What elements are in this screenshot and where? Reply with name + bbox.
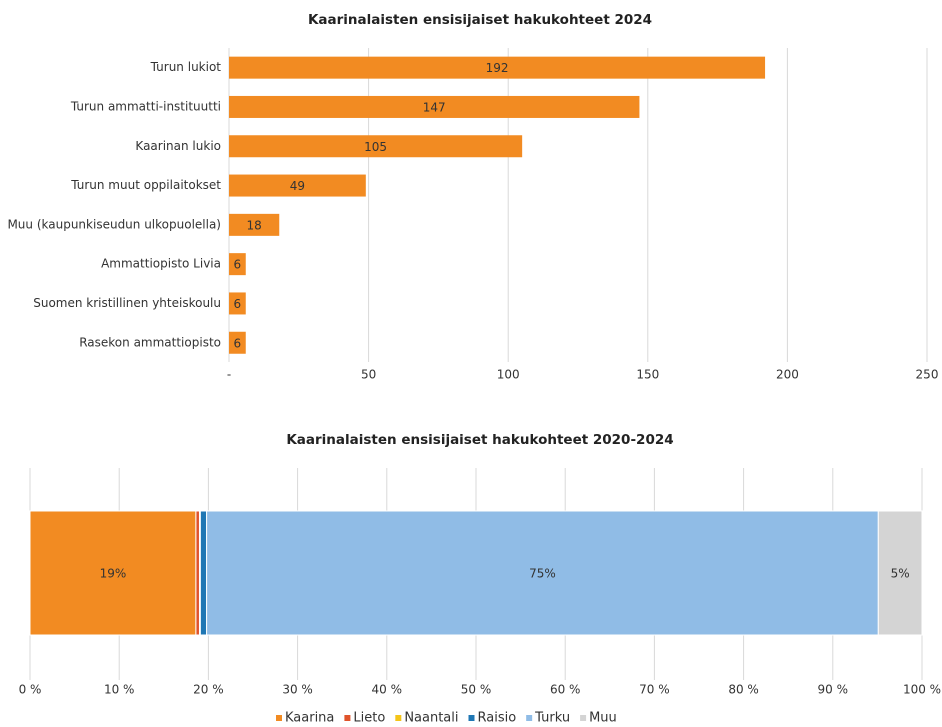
bar-segment (195, 510, 200, 636)
x-tick-label: 100 (497, 368, 520, 382)
data-label: 6 (234, 258, 242, 272)
data-label: 5% (891, 567, 910, 581)
x-tick-label: 90 % (818, 683, 849, 697)
y-tick-label: Suomen kristillinen yhteiskoulu (33, 296, 221, 310)
bar (229, 56, 766, 79)
x-tick-label: 70 % (639, 683, 670, 697)
bar (229, 174, 366, 197)
y-tick-label: Turun ammatti-instituutti (70, 99, 221, 113)
x-tick-label: 50 (361, 368, 376, 382)
x-tick-label: 80 % (728, 683, 759, 697)
legend-swatch (526, 715, 533, 721)
x-tick-label: 250 (916, 368, 939, 382)
chart-title: Kaarinalaisten ensisijaiset hakukohteet … (286, 432, 673, 448)
data-label: 75% (529, 567, 556, 581)
bar (229, 95, 640, 118)
y-tick-label: Ammattiopisto Livia (101, 257, 221, 271)
legend-swatch (468, 715, 475, 721)
x-tick-label: 100 % (903, 683, 941, 697)
y-tick-label: Rasekon ammattiopisto (79, 335, 221, 349)
bar-segment (877, 510, 923, 636)
bar (229, 135, 523, 158)
legend-label: Raisio (478, 711, 517, 726)
bar (229, 292, 246, 315)
legend-label: Naantali (404, 711, 458, 726)
x-tick-label: 20 % (193, 683, 224, 697)
legend-label: Muu (589, 711, 617, 726)
bar (229, 331, 246, 354)
data-label: 18 (246, 218, 261, 232)
legend-swatch (395, 715, 402, 721)
legend-swatch (580, 715, 587, 721)
y-tick-label: Turun lukiot (150, 60, 222, 74)
data-label: 105 (364, 140, 387, 154)
y-tick-label: Muu (kaupunkiseudun ulkopuolella) (7, 217, 221, 231)
data-label: 19% (100, 567, 127, 581)
data-label: 192 (486, 61, 509, 75)
x-tick-label: 200 (776, 368, 799, 382)
y-tick-label: Turun muut oppilaitokset (70, 178, 221, 192)
legend-swatch (344, 715, 351, 721)
x-tick-label: - (227, 368, 231, 382)
x-tick-label: 150 (636, 368, 659, 382)
data-label: 6 (234, 336, 242, 350)
y-tick-label: Kaarinan lukio (135, 139, 221, 153)
data-label: 49 (290, 179, 305, 193)
x-tick-label: 30 % (282, 683, 313, 697)
data-label: 6 (234, 297, 242, 311)
legend-label: Turku (534, 711, 570, 726)
bar-segment (29, 510, 197, 636)
bar-segment (206, 510, 879, 636)
x-tick-label: 0 % (19, 683, 42, 697)
bar (229, 253, 246, 276)
x-tick-label: 10 % (104, 683, 135, 697)
legend-label: Lieto (353, 711, 385, 726)
x-tick-label: 60 % (550, 683, 581, 697)
chart-title: Kaarinalaisten ensisijaiset hakukohteet … (308, 12, 652, 28)
legend-swatch (276, 715, 282, 721)
bar-segment (199, 510, 208, 636)
bar (229, 213, 280, 236)
legend-label: Kaarina (285, 711, 334, 726)
x-tick-label: 50 % (461, 683, 492, 697)
data-label: 147 (423, 100, 446, 114)
x-tick-label: 40 % (372, 683, 403, 697)
